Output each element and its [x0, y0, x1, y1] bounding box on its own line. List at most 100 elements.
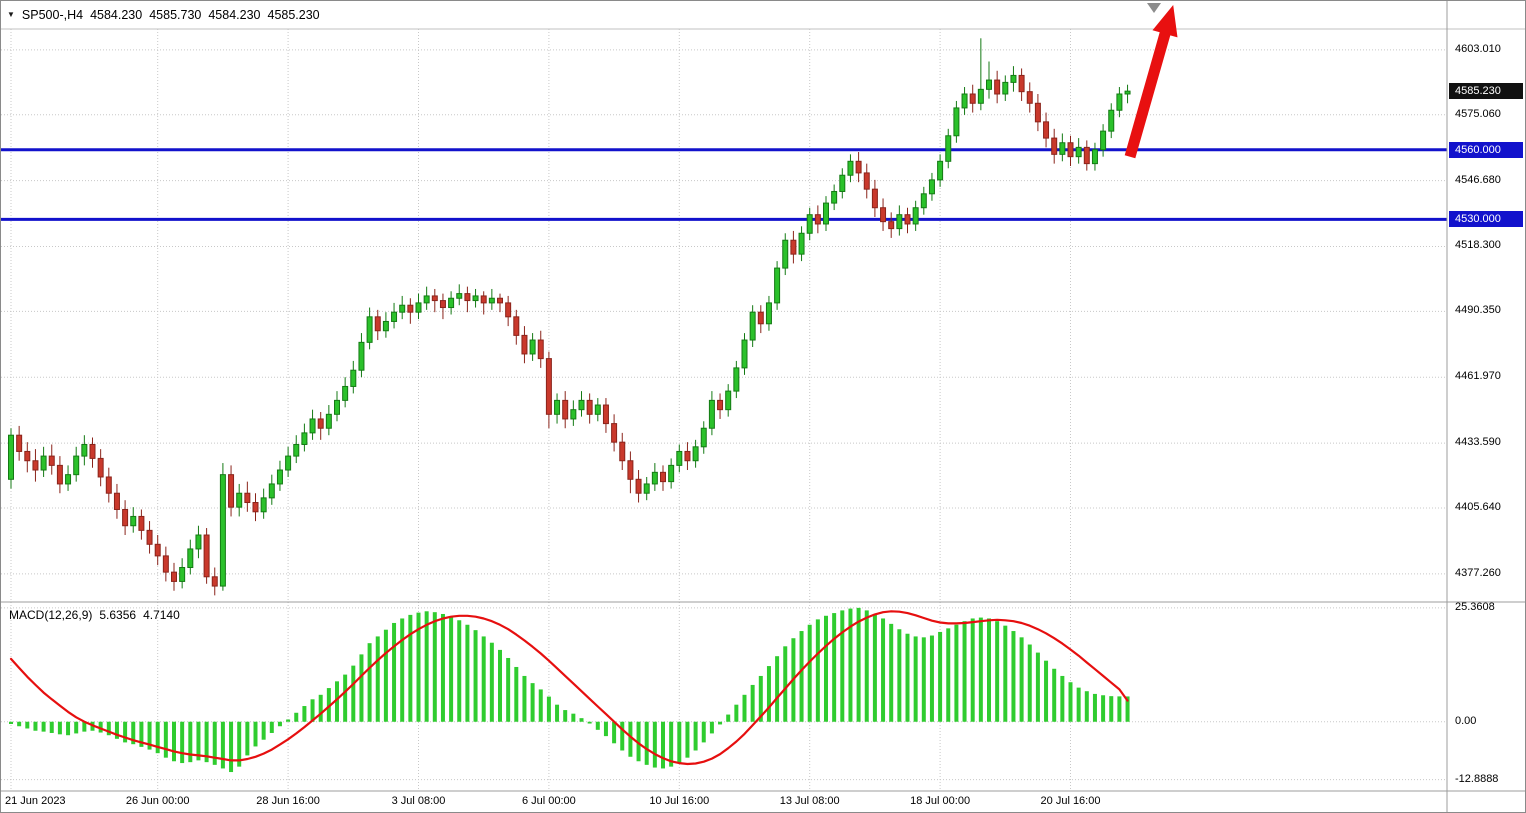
candle [994, 70, 1001, 104]
macd-tick-label: 0.00 [1455, 714, 1477, 727]
candle [8, 428, 14, 489]
time-axis-label: 28 Jun 16:00 [256, 795, 320, 807]
candle [798, 226, 805, 262]
candle [953, 100, 960, 143]
candle [684, 442, 691, 471]
candle [211, 567, 218, 596]
candle [668, 458, 675, 489]
candle [757, 305, 764, 334]
candle [977, 38, 984, 111]
candle [105, 467, 112, 503]
candle [619, 432, 626, 471]
candle [154, 535, 161, 566]
candle [643, 476, 650, 501]
candle [562, 391, 569, 429]
candle [431, 288, 438, 313]
candle [325, 405, 332, 436]
candle [358, 333, 365, 378]
candle [415, 293, 422, 320]
candle [113, 483, 120, 519]
candle [423, 286, 430, 310]
candle [725, 384, 732, 417]
candle [130, 507, 137, 533]
candle [1100, 124, 1107, 157]
candle [904, 207, 911, 234]
candle [912, 200, 919, 231]
symbol-period-label: SP500-,H4 [21, 8, 84, 22]
candle [676, 444, 683, 473]
price-tick-label: 4603.010 [1455, 42, 1501, 55]
up-arrow-annotation[interactable] [1124, 5, 1178, 159]
ohlc-toggle-icon[interactable]: ▼ [7, 10, 15, 19]
candle [1083, 140, 1090, 171]
candle [880, 198, 887, 231]
candle [986, 61, 992, 99]
price-tick-label: 4405.640 [1455, 500, 1501, 513]
candle [896, 205, 903, 236]
price-tick-label: 4433.590 [1455, 436, 1501, 449]
candle [203, 528, 210, 584]
candle [602, 398, 609, 433]
candle [847, 154, 854, 183]
candle [1034, 93, 1041, 132]
time-axis-label: 26 Jun 00:00 [125, 795, 190, 807]
candle [708, 391, 715, 436]
candle [171, 562, 177, 591]
candle [635, 470, 642, 503]
candle [627, 451, 634, 494]
macd-tick-label: -12.8888 [1455, 772, 1499, 785]
chart-shift-marker-icon[interactable] [1147, 3, 1161, 13]
ohlc-low-value: 4584.230 [208, 8, 261, 22]
candle [260, 488, 267, 519]
candle [774, 261, 781, 310]
candle [961, 87, 968, 115]
candle [81, 435, 88, 466]
candle [529, 333, 536, 361]
candle [823, 196, 829, 231]
candle [717, 393, 724, 419]
macd-signal-value: 4.7140 [143, 608, 180, 622]
candle [439, 293, 446, 320]
time-axis-label: 20 Jul 16:00 [1040, 795, 1101, 807]
price-tick-label: 4461.970 [1455, 370, 1501, 383]
candle [928, 172, 935, 201]
candle [700, 421, 707, 454]
candle [554, 393, 561, 424]
candle [195, 525, 202, 559]
candle [276, 460, 283, 491]
price-tick-label: 4518.300 [1455, 239, 1501, 252]
macd-indicator-label: MACD(12,26,9) 5.6356 4.7140 [9, 608, 180, 622]
time-axis-label: 10 Jul 16:00 [649, 795, 710, 807]
candle [1010, 66, 1017, 92]
candle [342, 377, 349, 408]
candle [1108, 103, 1115, 139]
candle [765, 295, 772, 331]
grid-layer [1, 28, 1525, 791]
candle [374, 309, 381, 341]
candle [733, 360, 740, 399]
candle [1075, 138, 1082, 164]
candle [594, 398, 601, 422]
candle [806, 207, 813, 241]
time-axis-label: 6 Jul 00:00 [521, 795, 576, 807]
candle [839, 168, 846, 199]
candle [545, 351, 552, 429]
candle [497, 293, 503, 313]
macd-tick-label: 25.3608 [1455, 600, 1495, 613]
time-axis-label: 3 Jul 08:00 [391, 795, 446, 807]
candle [570, 400, 577, 426]
price-tick-label: 4490.350 [1455, 304, 1501, 317]
candle [187, 539, 194, 575]
candle [782, 233, 789, 276]
candle [268, 474, 275, 505]
candle [228, 465, 235, 517]
candle [749, 305, 756, 347]
macd-histogram [9, 607, 1130, 773]
candle [1002, 75, 1009, 101]
candle [855, 152, 862, 183]
symbol-info: ▼ SP500-,H4 4584.230 4585.730 4584.230 4… [7, 8, 320, 22]
time-axis-label: 18 Jul 00:00 [910, 795, 971, 807]
candle [162, 546, 169, 582]
